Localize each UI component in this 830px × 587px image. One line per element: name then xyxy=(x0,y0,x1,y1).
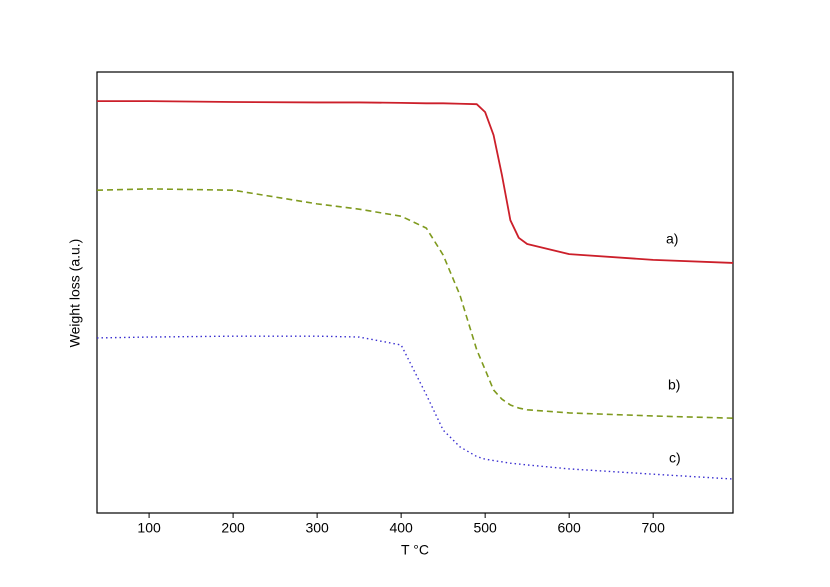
x-tick-label: 600 xyxy=(557,520,581,536)
data-line xyxy=(96,335,734,480)
y-axis-label: Weight loss (a.u.) xyxy=(67,239,83,348)
x-axis-label: T °C xyxy=(401,542,429,558)
series-label: a) xyxy=(666,231,678,247)
x-tick-label: 400 xyxy=(389,520,413,536)
x-tick-label: 200 xyxy=(221,520,245,536)
x-tick-label: 300 xyxy=(305,520,329,536)
data-line xyxy=(97,100,734,264)
x-tick-label: 700 xyxy=(642,520,666,536)
series-label: b) xyxy=(668,377,680,393)
x-tick-label: 500 xyxy=(473,520,497,536)
data-line xyxy=(96,188,734,419)
series-label: c) xyxy=(669,450,681,466)
plot-frame xyxy=(96,71,734,514)
x-tick-label: 100 xyxy=(137,520,161,536)
